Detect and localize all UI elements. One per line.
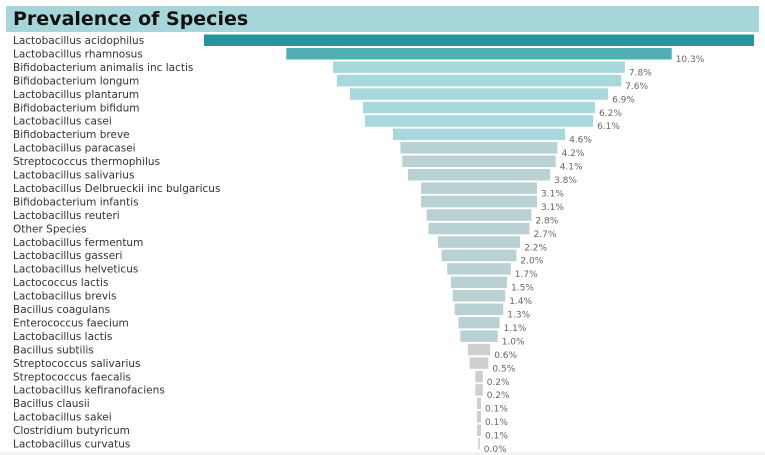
value-label: 0.2% <box>487 378 510 388</box>
category-label: Lactobacillus lactis <box>13 331 112 343</box>
value-label: 1.4% <box>509 297 532 307</box>
category-label: Lactobacillus reuteri <box>13 210 120 222</box>
category-label: Bacillus subtilis <box>13 344 94 356</box>
value-label: 0.1% <box>485 432 508 442</box>
funnel-bar[interactable] <box>467 343 491 356</box>
funnel-bar[interactable] <box>477 397 481 410</box>
funnel-bar[interactable] <box>333 61 625 73</box>
category-label: Bacillus coagulans <box>13 304 110 316</box>
value-label: 2.8% <box>535 216 558 226</box>
funnel-bar[interactable] <box>421 182 537 194</box>
category-label: Lactobacillus Delbrueckii inc bulgaricus <box>13 183 220 195</box>
funnel-bar[interactable] <box>450 276 507 289</box>
funnel-bar[interactable] <box>477 424 481 437</box>
category-label: Lactobacillus plantarum <box>13 89 139 101</box>
chart-title: Prevalence of Species <box>13 8 249 30</box>
value-label: 6.1% <box>597 122 620 132</box>
value-label: 10.3% <box>676 55 705 65</box>
category-label: Lactobacillus fermentum <box>13 237 143 249</box>
category-label: Lactobacillus casei <box>13 116 112 128</box>
value-label: 0.6% <box>494 351 517 361</box>
category-label: Lactobacillus gasseri <box>13 250 122 262</box>
value-label: 4.6% <box>569 136 592 146</box>
category-label: Lactobacillus rhamnosus <box>13 48 143 60</box>
category-label: Streptococcus thermophilus <box>13 156 160 168</box>
funnel-bar[interactable] <box>452 290 506 302</box>
value-label: 3.8% <box>554 176 577 186</box>
value-label: 2.0% <box>520 257 543 267</box>
value-label: 1.0% <box>502 337 525 347</box>
funnel-bar[interactable] <box>475 384 483 396</box>
value-label: 2.7% <box>534 230 557 240</box>
category-label: Enterococcus faecium <box>13 317 129 329</box>
funnel-bar[interactable] <box>458 316 500 329</box>
category-label: Streptococcus salivarius <box>13 358 141 370</box>
category-label: Lactobacillus acidophilus <box>13 35 144 47</box>
value-label: 4.2% <box>562 149 585 159</box>
category-label: Bacillus clausii <box>13 398 90 410</box>
category-label: Streptococcus faecalis <box>13 371 131 383</box>
category-label: Bifidobacterium animalis inc lactis <box>13 62 193 74</box>
category-label: Lactobacillus sakei <box>13 412 112 424</box>
category-label: Bifidobacterium bifidum <box>13 102 139 114</box>
funnel-bar[interactable] <box>286 48 672 60</box>
funnel-bar[interactable] <box>428 222 530 235</box>
value-label: 1.1% <box>504 324 527 334</box>
value-label: 0.1% <box>485 405 508 415</box>
category-label: Lactobacillus curvatus <box>13 439 130 451</box>
category-label: Lactococcus lactis <box>13 277 108 289</box>
category-label: Lactobacillus paracasei <box>13 143 136 155</box>
value-label: 0.0% <box>484 445 507 455</box>
category-label: Lactobacillus helveticus <box>13 264 138 276</box>
funnel-bar[interactable] <box>441 249 517 262</box>
category-label: Lactobacillus kefiranofaciens <box>13 385 165 397</box>
category-label: Bifidobacterium infantis <box>13 196 139 208</box>
value-label: 0.5% <box>492 364 515 374</box>
category-label: Clostridium butyricum <box>13 425 130 437</box>
category-label: Lactobacillus salivarius <box>13 170 134 182</box>
value-label: 4.1% <box>560 163 583 173</box>
chart-title-bar: Prevalence of Species <box>6 6 759 32</box>
funnel-bar[interactable] <box>392 128 565 141</box>
category-label: Lactobacillus brevis <box>13 291 117 303</box>
value-label: 2.2% <box>524 243 547 253</box>
funnel-bar[interactable] <box>460 330 498 342</box>
funnel-bar[interactable] <box>407 169 551 181</box>
value-label: 6.9% <box>612 95 635 105</box>
funnel-bar[interactable] <box>349 88 609 100</box>
funnel-bar[interactable] <box>363 101 595 114</box>
funnel-bar[interactable] <box>426 209 532 221</box>
funnel-bar[interactable] <box>336 74 622 87</box>
value-label: 1.3% <box>507 311 530 321</box>
category-label: Bifidobacterium breve <box>13 129 130 141</box>
value-label: 0.2% <box>487 391 510 401</box>
value-label: 3.1% <box>541 189 564 199</box>
value-label: 0.1% <box>485 418 508 428</box>
funnel-bar[interactable] <box>469 357 489 369</box>
value-label: 1.7% <box>515 270 538 280</box>
value-label: 7.8% <box>629 68 652 78</box>
funnel-bar[interactable] <box>477 411 481 423</box>
funnel-bar[interactable] <box>437 236 521 248</box>
footer-divider <box>0 452 765 455</box>
value-label: 7.6% <box>625 82 648 92</box>
funnel-bar[interactable] <box>421 195 537 208</box>
funnel-bar[interactable] <box>447 263 511 275</box>
category-label: Bifidobacterium longum <box>13 75 139 87</box>
value-label: 6.2% <box>599 109 622 119</box>
funnel-bar[interactable] <box>400 142 558 154</box>
funnel-bar[interactable] <box>364 115 594 127</box>
funnel-bar[interactable] <box>402 155 556 168</box>
category-label: Other Species <box>13 223 87 235</box>
funnel-bar[interactable] <box>478 438 480 450</box>
value-label: 1.5% <box>511 284 534 294</box>
funnel-bar[interactable] <box>454 303 504 316</box>
funnel-bar[interactable] <box>475 370 483 383</box>
value-label: 3.1% <box>541 203 564 213</box>
funnel-bar[interactable] <box>204 34 754 47</box>
